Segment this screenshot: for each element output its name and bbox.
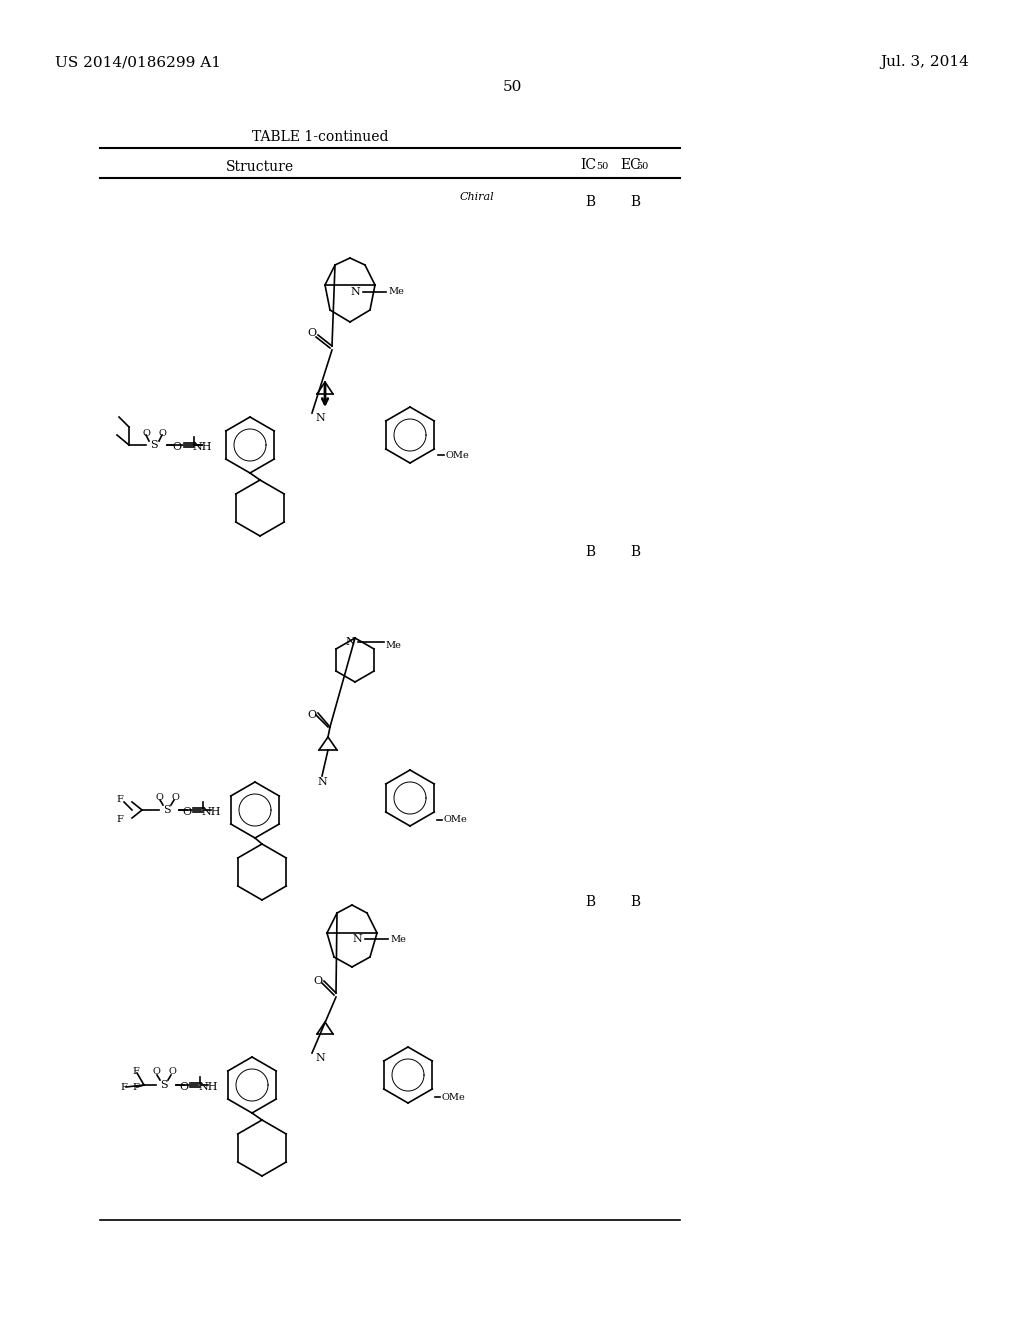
Text: F: F — [117, 816, 124, 825]
Text: OMe: OMe — [445, 450, 469, 459]
Text: B: B — [585, 895, 595, 909]
Text: B: B — [630, 195, 640, 209]
Text: F: F — [117, 796, 124, 804]
Text: O: O — [155, 792, 163, 801]
Text: O: O — [182, 807, 191, 817]
Text: N: N — [345, 638, 355, 647]
Text: F: F — [132, 1067, 139, 1076]
Text: B: B — [585, 545, 595, 558]
Text: O: O — [142, 429, 150, 437]
Text: N: N — [317, 777, 327, 787]
Text: 50: 50 — [596, 162, 608, 172]
Text: F: F — [132, 1082, 139, 1092]
Text: O: O — [168, 1068, 176, 1077]
Text: O: O — [171, 792, 179, 801]
Text: O: O — [172, 442, 181, 451]
Text: US 2014/0186299 A1: US 2014/0186299 A1 — [55, 55, 221, 69]
Text: O: O — [313, 975, 323, 986]
Text: NH: NH — [199, 1082, 218, 1092]
Text: S: S — [163, 805, 171, 814]
Text: O: O — [152, 1068, 160, 1077]
Text: Me: Me — [388, 288, 403, 297]
Text: N: N — [315, 413, 325, 422]
Text: O: O — [307, 710, 316, 719]
Text: B: B — [630, 545, 640, 558]
Text: IC: IC — [580, 158, 596, 172]
Text: O: O — [179, 1082, 188, 1092]
Text: O: O — [307, 327, 316, 338]
Text: N: N — [350, 286, 359, 297]
Text: Me: Me — [385, 640, 400, 649]
Text: O: O — [158, 429, 166, 437]
Text: S: S — [160, 1080, 168, 1090]
Text: OMe: OMe — [443, 816, 467, 825]
Text: NH: NH — [193, 442, 212, 451]
Text: 50: 50 — [636, 162, 648, 172]
Text: N: N — [352, 935, 361, 944]
Text: 50: 50 — [503, 81, 521, 94]
Text: Structure: Structure — [226, 160, 294, 174]
Text: S: S — [151, 440, 158, 450]
Text: B: B — [585, 195, 595, 209]
Text: OMe: OMe — [441, 1093, 465, 1101]
Text: Me: Me — [390, 935, 406, 944]
Text: F: F — [121, 1082, 127, 1092]
Text: Jul. 3, 2014: Jul. 3, 2014 — [880, 55, 969, 69]
Text: Chiral: Chiral — [460, 191, 495, 202]
Text: NH: NH — [202, 807, 221, 817]
Text: TABLE 1-continued: TABLE 1-continued — [252, 129, 388, 144]
Text: N: N — [315, 1053, 325, 1063]
Text: B: B — [630, 895, 640, 909]
Text: EC: EC — [620, 158, 641, 172]
